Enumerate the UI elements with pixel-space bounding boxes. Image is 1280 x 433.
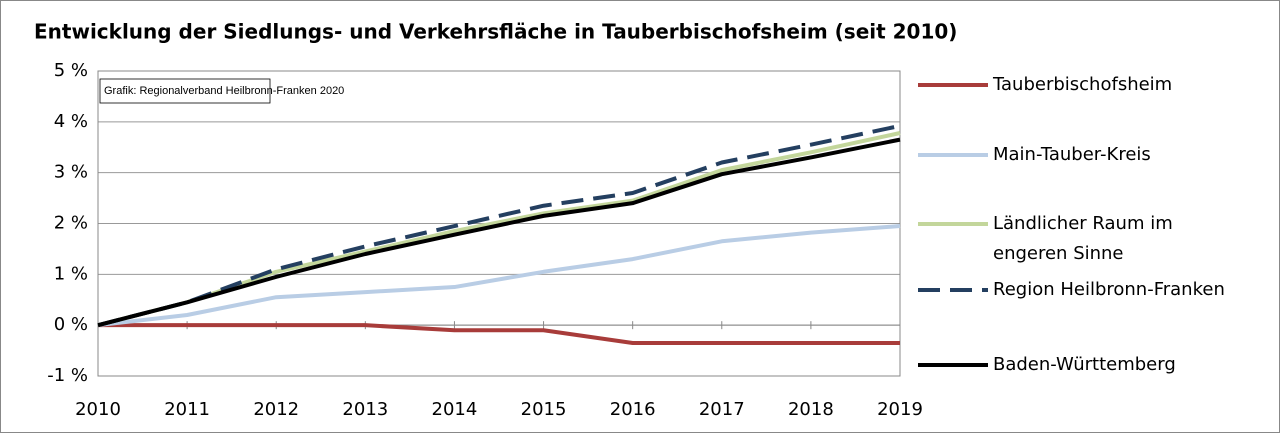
y-tick-label: 4 %	[54, 111, 88, 132]
y-tick-label: 3 %	[54, 162, 88, 183]
y-tick-label: 5 %	[54, 60, 88, 81]
series-line	[97, 137, 901, 328]
series-line	[97, 123, 901, 328]
x-tick-label: 2019	[877, 399, 923, 420]
series-line	[97, 224, 901, 328]
x-tick-label: 2011	[164, 399, 210, 420]
annotation: Grafik: Regionalverband Heilbronn-Franke…	[104, 85, 344, 97]
x-tick-label: 2012	[253, 399, 299, 420]
annotation-box	[99, 78, 271, 104]
legend-label: Region Heilbronn-Franken	[993, 279, 1225, 300]
legend-label: Tauberbischofsheim	[993, 74, 1173, 95]
x-tick-label: 2018	[788, 399, 834, 420]
x-tick-label: 2016	[610, 399, 656, 420]
plot-frame	[97, 70, 901, 377]
x-tick-label: 2010	[75, 399, 121, 420]
legend-label: Ländlicher Raum im engeren Sinne	[993, 213, 1173, 264]
x-tick-label: 2015	[521, 399, 567, 420]
chart-title: Entwicklung der Siedlungs- und Verkehrsf…	[34, 20, 957, 44]
y-tick-label: -1 %	[47, 365, 88, 386]
series-line	[98, 323, 900, 345]
x-tick-label: 2014	[432, 399, 478, 420]
y-tick-label: 2 %	[54, 213, 88, 234]
y-tick-label: 0 %	[54, 314, 88, 335]
legend-label: Main-Tauber-Kreis	[993, 144, 1151, 165]
x-tick-label: 2017	[699, 399, 745, 420]
x-tick-label: 2013	[342, 399, 388, 420]
y-tick-label: 1 %	[54, 263, 88, 284]
legend-label: Baden-Württemberg	[993, 354, 1176, 375]
